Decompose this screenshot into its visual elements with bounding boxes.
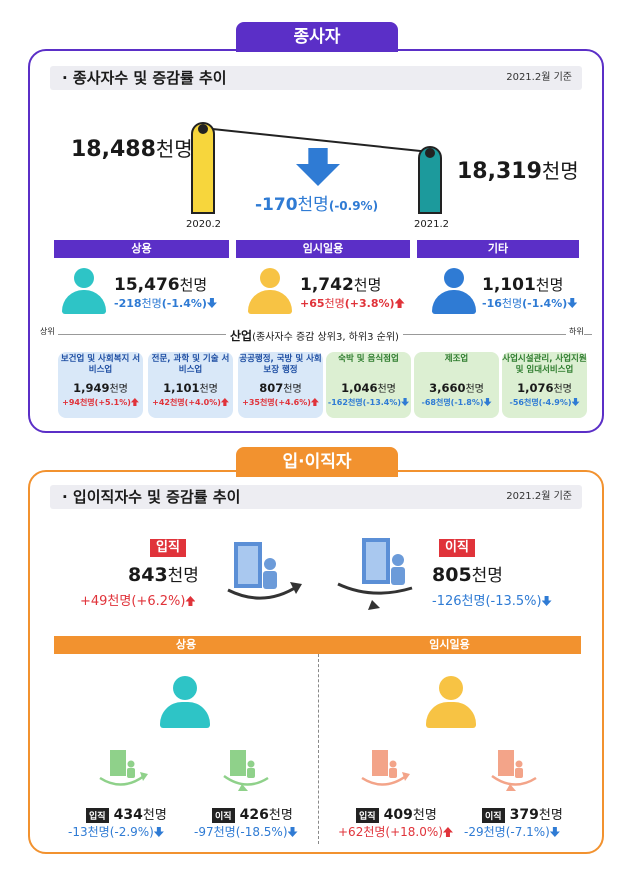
bar-2021-dot	[425, 148, 435, 158]
top-label: 상위	[40, 326, 58, 337]
category-bar-other: 기타	[417, 240, 579, 258]
person-icon-other	[432, 268, 476, 314]
industry-value: 1,076천명	[517, 381, 572, 395]
hire-building-icon	[227, 542, 302, 600]
turnover-title: · 입이직자수 및 증감률 추이	[62, 488, 241, 506]
industry-card: 공공행정, 국방 및 사회보장 행정 807천명 +35천명(+4.6%)	[238, 352, 323, 418]
up-arrow-icon	[220, 398, 229, 406]
regular-hire-stat: 입직 434천명 -13천명(-2.9%)	[68, 807, 167, 839]
industry-value: 807천명	[259, 381, 302, 395]
industry-value: 1,046천명	[341, 381, 396, 395]
total-2021: 18,319천명	[457, 159, 579, 184]
down-arrow-icon	[206, 298, 217, 308]
employment-title-bar: · 종사자수 및 증감률 추이 2021.2월 기준	[50, 66, 582, 90]
hire-tag: 입직	[150, 539, 186, 557]
industry-change: -162천명(-13.4%)	[326, 397, 411, 408]
turnover-section	[28, 470, 604, 854]
total-2020: 18,488천명	[71, 137, 193, 162]
down-arrow-icon	[549, 827, 560, 837]
person-icon-temp	[248, 268, 292, 314]
up-arrow-icon	[310, 398, 319, 406]
trend-line	[202, 127, 431, 153]
turnover-title-bar: · 입이직자수 및 증감률 추이 2021.2월 기준	[50, 485, 582, 509]
industry-card: 제조업 3,660천명 -68천명(-1.8%)	[414, 352, 499, 418]
regular-sep-stat: 이직 426천명 -97천명(-18.5%)	[194, 804, 298, 840]
down-arrow-icon	[571, 398, 580, 406]
up-arrow-icon	[130, 398, 139, 406]
up-arrow-icon	[185, 596, 196, 606]
industry-card: 전문, 과학 및 기술 서비스업 1,101천명 +42천명(+4.0%)	[148, 352, 233, 418]
group-bar-temp: 임시일용	[318, 636, 581, 654]
down-arrow-icon	[483, 398, 492, 406]
stat-temp: 1,742천명 +65천명(+3.8%)	[300, 274, 405, 311]
turnover-date: 2021.2월 기준	[506, 491, 572, 502]
label-2020: 2020.2	[186, 219, 221, 230]
category-bar-temp: 임시일용	[236, 240, 410, 258]
industry-card: 보건업 및 사회복지 서비스업 1,949천명 +94천명(+5.1%)	[58, 352, 143, 418]
group-divider	[318, 654, 319, 844]
industry-value: 3,660천명	[429, 381, 484, 395]
sep-small-icon-regular	[223, 750, 269, 791]
industry-name: 숙박 및 음식점업	[338, 354, 399, 364]
sep-building-icon	[337, 538, 413, 610]
industry-name: 전문, 과학 및 기술 서비스업	[151, 354, 230, 375]
employment-date: 2021.2월 기준	[506, 72, 572, 83]
person-icon-temp-2	[426, 676, 476, 728]
stat-regular: 15,476천명 -218천명(-1.4%)	[114, 274, 217, 311]
down-arrow-icon	[541, 596, 552, 606]
group-bar-regular: 상용	[54, 636, 318, 654]
industry-name: 보건업 및 사회복지 서비스업	[60, 354, 141, 375]
industry-name: 사업시설관리, 사업지원 및 임대서비스업	[502, 354, 587, 375]
industry-name: 공공행정, 국방 및 사회보장 행정	[239, 354, 322, 375]
industry-value: 1,949천명	[73, 381, 128, 395]
down-arrow-icon	[567, 298, 578, 308]
bar-2020-dot	[198, 124, 208, 134]
turnover-tab[interactable]: 입·이직자	[236, 447, 398, 477]
industry-change: +35천명(+4.6%)	[238, 397, 323, 408]
label-2021: 2021.2	[414, 219, 449, 230]
bottom-label: 하위	[566, 326, 584, 337]
category-bar-regular: 상용	[54, 240, 229, 258]
sep-total: 805천명	[432, 564, 503, 586]
employment-title: · 종사자수 및 증감률 추이	[62, 69, 227, 87]
up-arrow-icon	[394, 298, 405, 308]
industry-card: 숙박 및 음식점업 1,046천명 -162천명(-13.4%)	[326, 352, 411, 418]
hire-total: 843천명	[128, 564, 199, 586]
up-arrow-icon	[442, 827, 453, 837]
temp-sep-stat: 이직 379천명 -29천명(-7.1%)	[464, 807, 563, 839]
stat-other: 1,101천명 -16천명(-1.4%)	[482, 274, 578, 311]
down-arrow-icon	[153, 827, 164, 837]
industry-change: +42천명(+4.0%)	[148, 397, 233, 408]
temp-hire-stat: 입직 409천명 +62천명(+18.0%)	[338, 804, 453, 840]
hire-small-icon-temp	[361, 750, 410, 786]
down-arrow-icon	[287, 827, 298, 837]
industry-value: 1,101천명	[163, 381, 218, 395]
bar-2020	[191, 122, 215, 214]
person-icon-regular-2	[160, 676, 210, 728]
sep-small-icon-temp	[491, 750, 537, 791]
sep-tag: 이직	[439, 539, 475, 557]
industry-change: +94천명(+5.1%)	[58, 397, 143, 408]
industry-card: 사업시설관리, 사업지원 및 임대서비스업 1,076천명 -56천명(-4.9%)	[502, 352, 587, 418]
person-icon-regular	[62, 268, 106, 314]
industry-header: 산업(종사자수 증감 상위3, 하위3 순위)	[226, 327, 403, 344]
hire-change: +49천명(+6.2%)	[80, 590, 196, 609]
industry-name: 제조업	[444, 354, 469, 364]
hire-small-icon-regular	[99, 750, 148, 786]
total-change: -170천명(-0.9%)	[255, 195, 379, 215]
down-arrow-icon	[401, 398, 410, 406]
industry-change: -56천명(-4.9%)	[502, 397, 587, 408]
industry-change: -68천명(-1.8%)	[414, 397, 499, 408]
sep-change: -126천명(-13.5%)	[432, 590, 552, 609]
employment-tab[interactable]: 종사자	[236, 22, 398, 52]
